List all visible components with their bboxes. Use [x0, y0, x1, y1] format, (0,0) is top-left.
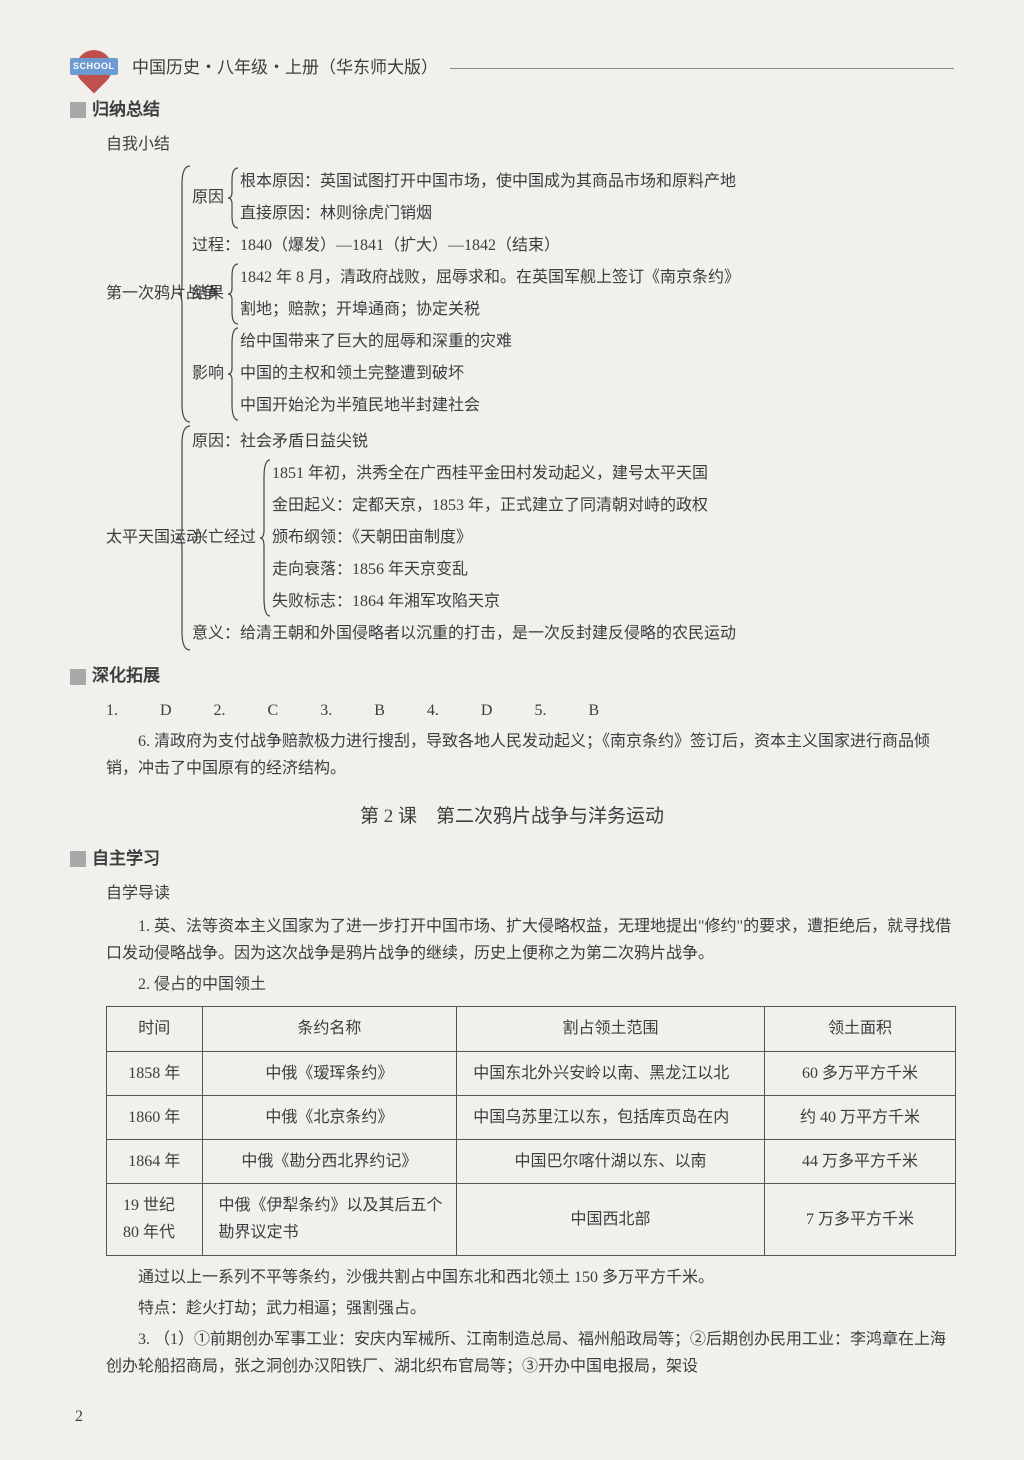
- process-line: 过程：1840（爆发）—1841（扩大）—1842（结束）: [192, 230, 740, 262]
- mc-answers: 1. D 2. C 3. B 4. D 5. B: [106, 697, 954, 724]
- result-line: 1842 年 8 月，清政府战败，屈辱求和。在英国军舰上签订《南京条约》: [240, 262, 740, 294]
- brace-icon: [178, 164, 192, 424]
- cause-line: 直接原因：林则徐虎门销烟: [240, 198, 736, 230]
- cell: 中国巴尔喀什湖以东、以南: [457, 1140, 765, 1184]
- cell: 中俄《北京条约》: [202, 1095, 457, 1139]
- diagram-taiping: 太平天国运动 原因：社会矛盾日益尖锐 兴亡经过 1851 年初，洪秀全在广西桂平…: [106, 424, 954, 652]
- cell: 中俄《勘分西北界约记》: [202, 1140, 457, 1184]
- table-row: 1864 年 中俄《勘分西北界约记》 中国巴尔喀什湖以东、以南 44 万多平方千…: [107, 1140, 956, 1184]
- tp-line: 1851 年初，洪秀全在广西桂平金田村发动起义，建号太平天国: [272, 458, 708, 490]
- table-header-row: 时间 条约名称 割占领土范围 领土面积: [107, 1007, 956, 1051]
- para-2: 2. 侵占的中国领土: [106, 971, 954, 998]
- cell: 44 万多平方千米: [764, 1140, 955, 1184]
- para-1: 1. 英、法等资本主义国家为了进一步打开中国市场、扩大侵略权益，无理地提出"修约…: [106, 913, 954, 967]
- lesson2-title: 第 2 课 第二次鸦片战争与洋务运动: [70, 801, 954, 833]
- header-divider: [450, 68, 954, 69]
- impact-label: 影响: [192, 326, 228, 422]
- cell: 7 万多平方千米: [764, 1184, 955, 1255]
- tp-process-label: 兴亡经过: [192, 458, 260, 618]
- cause-line: 根本原因：英国试图打开中国市场，使中国成为其商品市场和原料产地: [240, 166, 736, 198]
- q6-answer: 6. 清政府为支付战争赔款极力进行搜刮，导致各地人民发动起义；《南京条约》签订后…: [106, 728, 954, 782]
- brace-icon: [178, 424, 192, 652]
- table-row: 1858 年 中俄《瑷珲条约》 中国东北外兴安岭以南、黑龙江以北 60 多万平方…: [107, 1051, 956, 1095]
- cell: 中俄《瑷珲条约》: [202, 1051, 457, 1095]
- tp-line: 走向衰落：1856 年天京变乱: [272, 554, 708, 586]
- th-treaty: 条约名称: [202, 1007, 457, 1051]
- cell: 1864 年: [107, 1140, 203, 1184]
- result-line: 割地；赔款；开埠通商；协定关税: [240, 294, 740, 326]
- section-selfstudy-label: 自主学习: [70, 845, 954, 874]
- self-summary-label: 自我小结: [106, 131, 954, 158]
- after-table-2: 特点：趁火打劫；武力相逼；强割强占。: [106, 1295, 954, 1322]
- diagram-opium-war: 第一次鸦片战争 原因 根本原因：英国试图打开中国市场，使中国成为其商品市场和原料…: [106, 164, 954, 424]
- cell: 60 多万平方千米: [764, 1051, 955, 1095]
- cell: 1860 年: [107, 1095, 203, 1139]
- impact-line: 中国的主权和领土完整遭到破坏: [240, 358, 512, 390]
- section-selfstudy-title: 自主学习: [92, 845, 160, 874]
- section-summary-label: 归纳总结: [70, 96, 954, 125]
- cell: 中国乌苏里江以东，包括库页岛在内: [457, 1095, 765, 1139]
- after-table-1: 通过以上一系列不平等条约，沙俄共割占中国东北和西北领土 150 多万平方千米。: [106, 1264, 954, 1291]
- tp-line: 金田起义：定都天京，1853 年，正式建立了同清朝对峙的政权: [272, 490, 708, 522]
- cell: 中俄《伊犁条约》以及其后五个勘界议定书: [202, 1184, 457, 1255]
- table-row: 1860 年 中俄《北京条约》 中国乌苏里江以东，包括库页岛在内 约 40 万平…: [107, 1095, 956, 1139]
- school-logo: SCHOOL: [70, 50, 120, 86]
- cell: 19 世纪 80 年代: [107, 1184, 203, 1255]
- section-deepening-label: 深化拓展: [70, 662, 954, 691]
- logo-text: SCHOOL: [70, 58, 118, 75]
- impact-line: 给中国带来了巨大的屈辱和深重的灾难: [240, 326, 512, 358]
- cell: 1858 年: [107, 1051, 203, 1095]
- territory-table: 时间 条约名称 割占领土范围 领土面积 1858 年 中俄《瑷珲条约》 中国东北…: [106, 1006, 956, 1255]
- section-marker-icon: [70, 851, 86, 867]
- para-3: 3. （1）①前期创办军事工业：安庆内军械所、江南制造总局、福州船政局等；②后期…: [106, 1326, 954, 1380]
- selfread-label: 自学导读: [106, 880, 954, 907]
- tp-line: 颁布纲领：《天朝田亩制度》: [272, 522, 708, 554]
- th-time: 时间: [107, 1007, 203, 1051]
- section-deepening-title: 深化拓展: [92, 662, 160, 691]
- tp-meaning: 意义：给清王朝和外国侵略者以沉重的打击，是一次反封建反侵略的农民运动: [192, 618, 736, 650]
- section-summary-title: 归纳总结: [92, 96, 160, 125]
- tp-cause: 原因：社会矛盾日益尖锐: [192, 426, 736, 458]
- war1-name: 第一次鸦片战争: [106, 164, 178, 424]
- section-marker-icon: [70, 669, 86, 685]
- result-label: 结果: [192, 262, 228, 326]
- cell: 约 40 万平方千米: [764, 1095, 955, 1139]
- cause-label: 原因: [192, 166, 228, 230]
- page-header: SCHOOL 中国历史・八年级・上册（华东师大版）: [70, 50, 954, 86]
- section-marker-icon: [70, 102, 86, 118]
- taiping-name: 太平天国运动: [106, 424, 178, 652]
- th-territory: 割占领土范围: [457, 1007, 765, 1051]
- cell: 中国东北外兴安岭以南、黑龙江以北: [457, 1051, 765, 1095]
- header-title: 中国历史・八年级・上册（华东师大版）: [132, 54, 438, 83]
- th-area: 领土面积: [764, 1007, 955, 1051]
- cell: 中国西北部: [457, 1184, 765, 1255]
- impact-line: 中国开始沦为半殖民地半封建社会: [240, 390, 512, 422]
- table-row: 19 世纪 80 年代 中俄《伊犁条约》以及其后五个勘界议定书 中国西北部 7 …: [107, 1184, 956, 1255]
- page-number: 2: [75, 1403, 83, 1430]
- tp-line: 失败标志：1864 年湘军攻陷天京: [272, 586, 708, 618]
